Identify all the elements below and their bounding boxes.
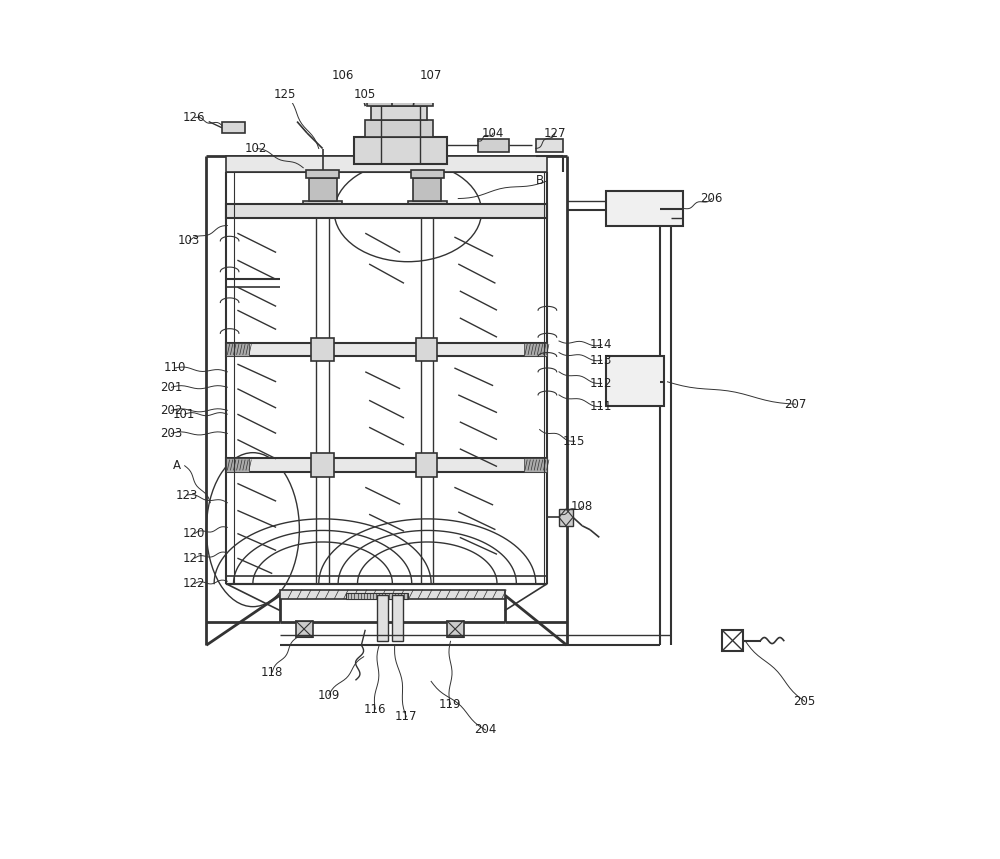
Text: 101: 101 [173,408,195,421]
Text: 118: 118 [261,666,283,679]
Bar [365,120,433,137]
Text: 103: 103 [178,235,200,247]
Text: 115: 115 [563,435,585,448]
Bar [371,107,427,120]
Bar [226,156,547,172]
Bar [303,201,342,210]
Text: 116: 116 [364,703,386,716]
Bar [416,454,437,477]
Text: 207: 207 [784,398,806,411]
Bar [416,338,437,361]
Text: 102: 102 [245,142,268,155]
Text: 204: 204 [474,723,496,736]
Bar [226,343,249,356]
Bar [367,95,433,107]
Bar [226,204,547,218]
Bar [606,356,664,406]
Bar [413,178,441,201]
Text: 119: 119 [439,698,461,711]
Text: 205: 205 [793,695,815,708]
Bar [354,137,447,164]
Bar [306,170,339,178]
Text: 107: 107 [420,69,442,82]
Bar [536,138,563,152]
Text: 121: 121 [183,551,206,564]
Bar [309,178,337,201]
Bar [311,454,334,477]
Bar [226,458,249,472]
Text: 201: 201 [160,381,182,393]
Text: 109: 109 [317,689,340,702]
Bar [226,458,547,472]
Bar [411,170,444,178]
Text: 112: 112 [590,377,612,390]
Text: 104: 104 [482,126,504,140]
Text: 110: 110 [164,362,186,375]
Text: 120: 120 [183,527,206,540]
Text: 125: 125 [274,88,296,101]
Bar [311,338,334,361]
Text: 105: 105 [354,88,376,101]
Bar [478,138,509,152]
Bar [559,509,573,526]
Text: 203: 203 [160,427,182,440]
Text: A: A [173,460,181,472]
Text: 114: 114 [590,338,612,351]
Bar [408,201,447,210]
Text: 122: 122 [183,577,206,590]
Bar [346,593,408,599]
Bar [296,620,313,637]
Text: 127: 127 [544,126,566,140]
Text: 111: 111 [590,400,612,413]
Bar [377,595,388,642]
Bar [447,620,464,637]
Text: 106: 106 [332,69,354,82]
Bar [226,343,547,356]
Bar [392,595,403,642]
Text: 117: 117 [395,710,417,723]
Bar [222,122,245,133]
Text: 123: 123 [175,489,198,502]
Bar [524,458,547,472]
Bar [524,343,547,356]
Bar [606,191,683,226]
Text: 202: 202 [160,404,182,417]
Text: 113: 113 [590,354,612,367]
Text: 126: 126 [183,111,206,125]
Text: B: B [536,174,544,187]
Bar [722,630,743,651]
Text: 206: 206 [700,192,722,205]
Text: 108: 108 [571,500,593,513]
Bar [280,590,505,599]
